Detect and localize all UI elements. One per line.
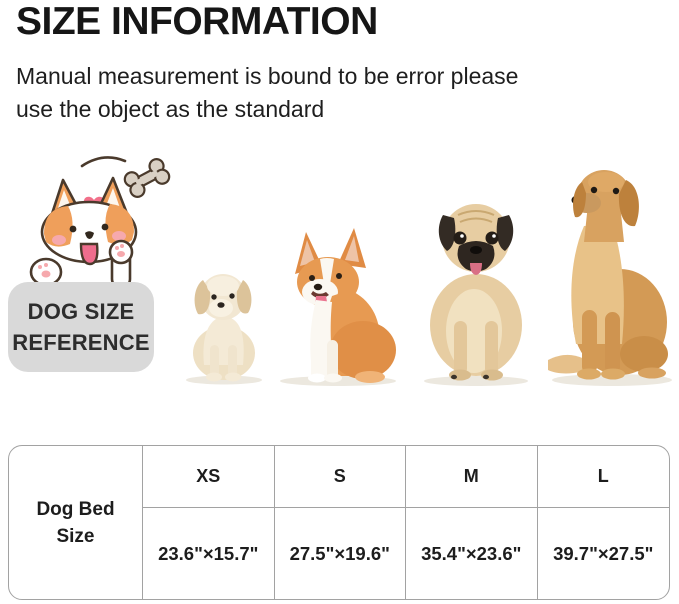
pug-leg — [454, 321, 467, 375]
paw-pad — [44, 263, 48, 267]
paw-pad — [117, 251, 125, 257]
puppy-eye — [211, 294, 217, 300]
corgi-inner-ear — [106, 188, 120, 208]
corgi-paw — [324, 373, 342, 383]
corgi-blaze — [320, 258, 334, 285]
table-value-xs: 23.6"×15.7" — [143, 508, 275, 599]
badge-line-1: DOG SIZE — [27, 299, 135, 324]
table-value-l: 39.7"×27.5" — [553, 542, 654, 564]
golden-rear-leg — [620, 336, 668, 372]
golden-leg — [605, 312, 620, 374]
puppy-paw — [206, 372, 222, 382]
golden-leg — [582, 310, 597, 374]
pug-wrinkle — [459, 217, 493, 223]
pug-toe — [451, 374, 457, 380]
table-row-header: Dog Bed Size — [9, 446, 143, 599]
pug-eye — [485, 231, 499, 245]
golden-paw — [601, 368, 625, 380]
corgi-cartoon-icon — [29, 156, 171, 290]
table-col-header-xs: XS — [143, 446, 275, 508]
subtitle-line-2: use the object as the standard — [16, 96, 325, 122]
corgi-eye — [101, 223, 109, 231]
puppy-ear — [236, 280, 252, 314]
corgi-haunch — [330, 321, 396, 379]
puppy-body — [203, 316, 244, 365]
pug-ear — [496, 215, 514, 251]
corgi-inner-ear — [345, 236, 359, 262]
corgi-leg — [327, 340, 338, 380]
corgi-nose — [313, 283, 323, 291]
dog-size-reference-badge: DOG SIZE REFERENCE — [8, 282, 154, 372]
pug-eye-glint — [492, 234, 496, 238]
puppy-muzzle — [209, 299, 233, 317]
size-table: Dog Bed Size XS S M L 23.6"×15.7" 27.5"×… — [8, 445, 670, 600]
pug-photo — [424, 204, 528, 386]
corgi-eye — [309, 275, 315, 281]
puppy-eye — [229, 293, 235, 299]
puppy-photo — [186, 274, 262, 385]
golden-eye — [590, 186, 598, 194]
pug-mask — [457, 241, 495, 272]
table-value-s: 27.5"×19.6" — [275, 508, 406, 599]
puppy-paw — [225, 372, 241, 382]
pug-eye — [453, 231, 467, 245]
shadow — [424, 376, 528, 386]
motion-arc-icon — [80, 156, 127, 168]
paw-pad — [120, 244, 124, 248]
corgi-inner-ear — [300, 240, 315, 266]
badge-line-2: REFERENCE — [12, 330, 150, 355]
paw-pad — [41, 270, 51, 278]
pug-tongue — [470, 263, 482, 275]
pug-ear — [438, 215, 456, 251]
page-title: SIZE INFORMATION — [16, 0, 378, 43]
table-col-header-m: M — [406, 446, 538, 508]
table-col-header-s: S — [274, 446, 406, 508]
corgi-eye — [336, 273, 342, 279]
table-value-m: 35.4"×23.6" — [406, 508, 538, 599]
golden-retriever-photo — [548, 170, 672, 386]
corgi-tongue — [79, 242, 99, 266]
corgi-muzzle — [302, 279, 338, 305]
golden-ear — [618, 180, 639, 227]
golden-rear-paw — [638, 367, 666, 379]
puppy-leg — [228, 345, 237, 377]
pug-nose — [470, 246, 482, 254]
paw-pad — [115, 246, 119, 250]
corgi-eye — [69, 225, 77, 233]
corgi-paw — [308, 373, 326, 383]
corgi-photo — [280, 228, 396, 386]
table-col-header-l: L — [537, 446, 669, 508]
pug-paw — [481, 369, 503, 381]
pug-eye-glint — [460, 234, 464, 238]
golden-eye — [612, 187, 620, 195]
puppy-ear — [194, 280, 211, 315]
pug-wrinkle — [457, 210, 495, 216]
corgi-rear-paw — [355, 371, 385, 383]
golden-paw — [577, 368, 601, 380]
subtitle-line-1: Manual measurement is bound to be error … — [16, 63, 519, 89]
corgi-orange-patch — [44, 206, 73, 247]
corgi-cheek — [52, 235, 66, 245]
subtitle: Manual measurement is bound to be error … — [16, 60, 518, 126]
golden-head-top — [588, 172, 624, 192]
puppy-head-top — [207, 276, 239, 296]
puppy-leg — [210, 345, 219, 377]
corgi-cheek — [112, 231, 126, 241]
corgi-leg — [311, 338, 322, 380]
corgi-nose — [85, 231, 94, 239]
paw-pad — [38, 265, 42, 269]
golden-ear — [573, 182, 586, 218]
pug-toe — [483, 374, 489, 380]
bone-icon — [123, 158, 171, 198]
pug-paw — [449, 369, 471, 381]
pug-leg — [485, 321, 498, 375]
puppy-nose — [217, 302, 225, 308]
